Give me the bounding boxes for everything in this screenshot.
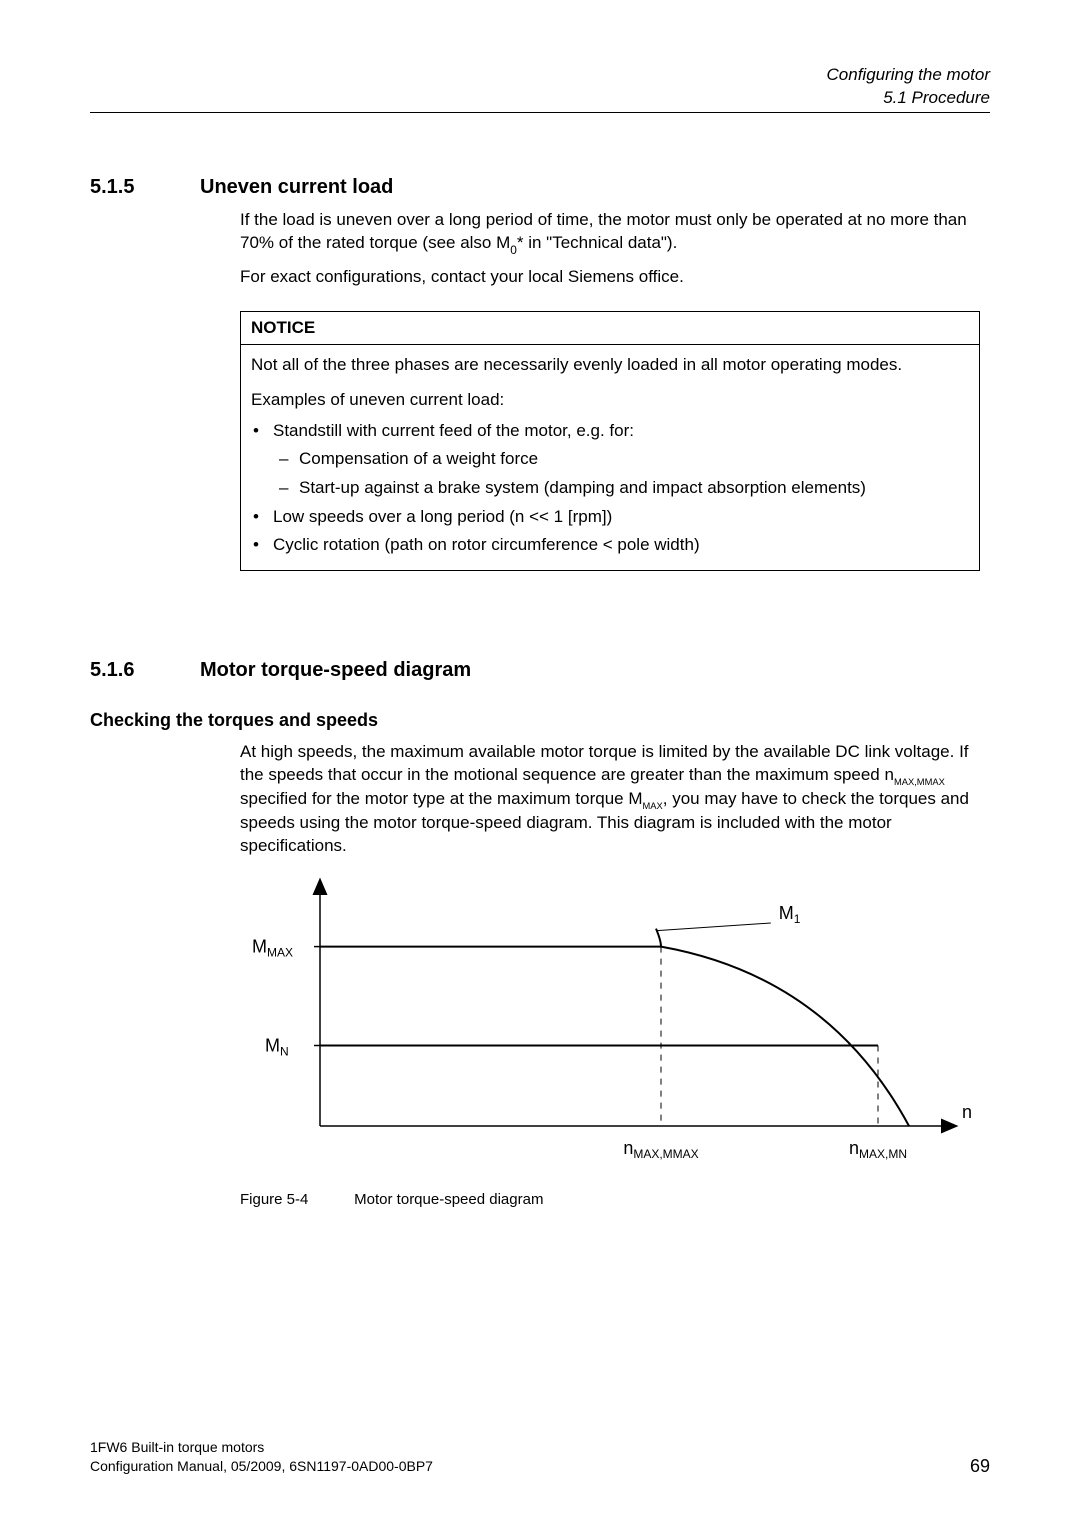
subheading-checking: Checking the torques and speeds	[90, 710, 990, 731]
figure-caption: Figure 5-4 Motor torque-speed diagram	[240, 1191, 980, 1208]
text: Standstill with current feed of the moto…	[273, 421, 634, 440]
figure-number: Figure 5-4	[240, 1191, 350, 1208]
notice-sublist: Compensation of a weight force Start-up …	[273, 447, 969, 500]
diagram-svg: Mn MMAX MN nMAX,MMAX nMAX,MN M1	[240, 876, 980, 1176]
torque-speed-diagram: Mn MMAX MN nMAX,MMAX nMAX,MN M1	[240, 876, 980, 1181]
notice-list: Standstill with current feed of the moto…	[251, 419, 969, 558]
header-chapter: Configuring the motor	[827, 64, 990, 87]
notice-line2: Examples of uneven current load:	[251, 388, 969, 413]
sub-nmaxmmax: MAX,MMAX	[894, 777, 945, 787]
notice-line1: Not all of the three phases are necessar…	[251, 353, 969, 378]
page: Configuring the motor 5.1 Procedure 5.1.…	[0, 0, 1080, 1527]
svg-text:MMAX: MMAX	[252, 936, 293, 959]
section-number: 5.1.6	[90, 659, 200, 682]
notice-box: NOTICE Not all of the three phases are n…	[240, 311, 980, 570]
section-number: 5.1.5	[90, 176, 200, 199]
footer-line2: Configuration Manual, 05/2009, 6SN1197-0…	[90, 1457, 433, 1477]
footer-line1: 1FW6 Built-in torque motors	[90, 1438, 433, 1458]
text: specified for the motor type at the maxi…	[240, 789, 643, 808]
para-checking: At high speeds, the maximum available mo…	[240, 741, 980, 858]
list-item: Compensation of a weight force	[273, 447, 969, 472]
section-title: Uneven current load	[200, 176, 393, 199]
sub-mmax: MAX	[643, 801, 663, 811]
text: At high speeds, the maximum available mo…	[240, 742, 969, 784]
list-item: Standstill with current feed of the moto…	[251, 419, 969, 501]
para-5-1-5-2: For exact configurations, contact your l…	[240, 266, 980, 289]
page-number: 69	[970, 1456, 990, 1477]
list-item: Start-up against a brake system (damping…	[273, 476, 969, 501]
section-5-1-5-heading: 5.1.5 Uneven current load	[90, 176, 990, 199]
header-rule	[90, 112, 990, 113]
notice-body: Not all of the three phases are necessar…	[241, 345, 979, 569]
svg-text:M1: M1	[779, 903, 801, 926]
header-section-path: 5.1 Procedure	[827, 87, 990, 110]
section-5-1-5-body: If the load is uneven over a long period…	[240, 209, 980, 571]
svg-text:M: M	[314, 876, 329, 880]
figure-text: Motor torque-speed diagram	[354, 1191, 543, 1208]
section-5-1-6-body: At high speeds, the maximum available mo…	[240, 741, 980, 1208]
para-5-1-5-1: If the load is uneven over a long period…	[240, 209, 980, 256]
svg-text:nMAX,MMAX: nMAX,MMAX	[623, 1138, 698, 1161]
section-title: Motor torque-speed diagram	[200, 659, 471, 682]
running-header: Configuring the motor 5.1 Procedure	[827, 64, 990, 110]
sub-m0: 0	[510, 243, 517, 257]
svg-text:n: n	[962, 1102, 972, 1122]
list-item: Low speeds over a long period (n << 1 [r…	[251, 505, 969, 530]
svg-text:MN: MN	[265, 1035, 289, 1058]
section-5-1-6-heading: 5.1.6 Motor torque-speed diagram	[90, 659, 990, 682]
notice-heading: NOTICE	[241, 312, 979, 345]
svg-text:nMAX,MN: nMAX,MN	[849, 1138, 907, 1161]
list-item: Cyclic rotation (path on rotor circumfer…	[251, 533, 969, 558]
text: * in "Technical data").	[517, 233, 677, 252]
footer-left: 1FW6 Built-in torque motors Configuratio…	[90, 1438, 433, 1477]
